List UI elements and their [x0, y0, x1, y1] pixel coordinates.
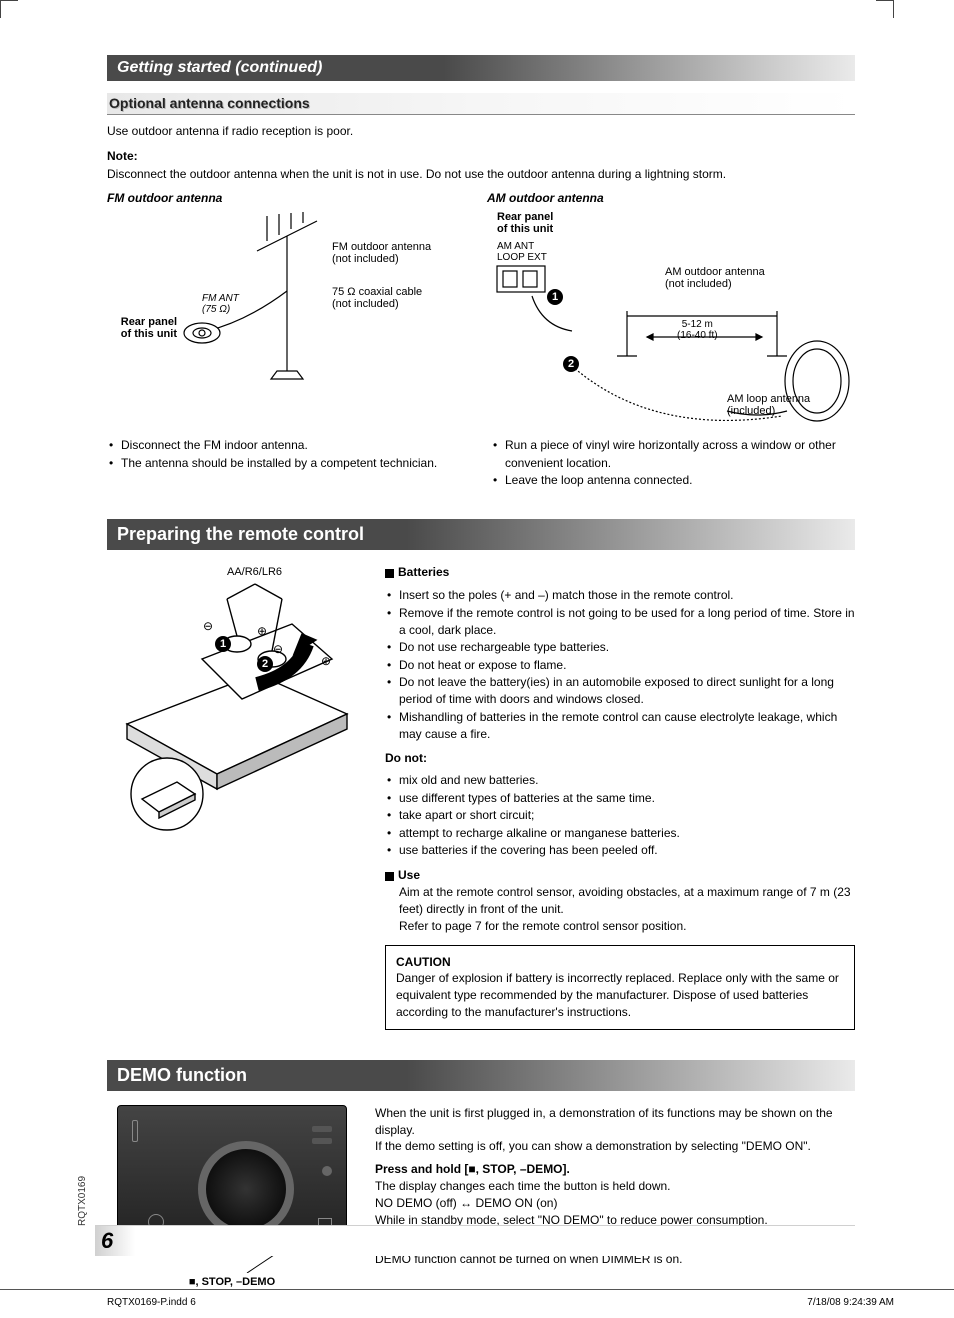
- am-loop-label: AM loop antenna(included): [727, 393, 810, 417]
- list-item: The antenna should be installed by a com…: [109, 455, 471, 472]
- use-text-2: Refer to page 7 for the remote control s…: [385, 918, 855, 935]
- remote-row: AA/R6/LR6 1 2 ⊖ ⊕ ⊖ ⊕ Batteries Insert s…: [107, 564, 855, 1029]
- am-heading: AM outdoor antenna: [487, 191, 867, 205]
- antenna-bullets-row: Disconnect the FM indoor antenna. The an…: [107, 431, 855, 489]
- am-diagram: Rear panelof this unit AM ANTLOOP EXT AM…: [487, 211, 867, 431]
- list-item: use batteries if the covering has been p…: [387, 842, 855, 859]
- fm-rear-panel-label: Rear panelof this unit: [107, 316, 177, 340]
- list-item: Disconnect the FM indoor antenna.: [109, 437, 471, 454]
- demo-press-heading: Press and hold [■, STOP, –DEMO].: [375, 1161, 855, 1178]
- use-text-1: Aim at the remote control sensor, avoidi…: [385, 884, 855, 918]
- list-item: Insert so the poles (+ and –) match thos…: [387, 587, 855, 604]
- note-label: Note:: [107, 149, 138, 163]
- note-block: Note: Disconnect the outdoor antenna whe…: [107, 148, 855, 183]
- list-item: Do not use rechargeable type batteries.: [387, 639, 855, 656]
- list-item: use different types of batteries at the …: [387, 790, 855, 807]
- stereo-icon: [117, 1105, 347, 1245]
- minus-icon: ⊖: [203, 619, 213, 633]
- plus-icon: ⊕: [321, 654, 331, 668]
- demo-p1: When the unit is first plugged in, a dem…: [375, 1105, 855, 1139]
- batteries-bullets: Insert so the poles (+ and –) match thos…: [385, 587, 855, 744]
- demo-p3: The display changes each time the button…: [375, 1178, 855, 1195]
- am-rear-panel-label: Rear panelof this unit: [497, 211, 553, 235]
- fm-column: FM outdoor antenna: [107, 191, 467, 431]
- list-item: Do not heat or expose to flame.: [387, 657, 855, 674]
- intro-text: Use outdoor antenna if radio reception i…: [107, 123, 855, 140]
- list-item: Do not leave the battery(ies) in an auto…: [387, 674, 855, 709]
- caution-text: Danger of explosion if battery is incorr…: [396, 971, 839, 1019]
- fm-bullets: Disconnect the FM indoor antenna. The an…: [107, 437, 471, 472]
- demo-button-caption: ■, STOP, –DEMO: [107, 1276, 357, 1288]
- caution-box: CAUTION Danger of explosion if battery i…: [385, 945, 855, 1030]
- fm-port-label: FM ANT(75 Ω): [202, 293, 239, 315]
- demo-diagram: ■, STOP, –DEMO: [107, 1105, 357, 1288]
- footer-divider: [0, 1289, 954, 1290]
- side-code: RQTX0169: [77, 1176, 88, 1226]
- am-column: AM outdoor antenna: [487, 191, 867, 431]
- list-item: attempt to recharge alkaline or manganes…: [387, 825, 855, 842]
- list-item: Leave the loop antenna connected.: [493, 472, 855, 489]
- footer-filename: RQTX0169-P.indd 6: [107, 1297, 196, 1308]
- list-item: Remove if the remote control is not goin…: [387, 605, 855, 640]
- use-heading: Use: [385, 867, 855, 884]
- am-port-label: AM ANTLOOP EXT: [497, 241, 547, 263]
- am-distance-label: 5-12 m(16-40 ft): [677, 319, 718, 341]
- donot-bullets: mix old and new batteries. use different…: [385, 772, 855, 859]
- demo-row: ■, STOP, –DEMO When the unit is first pl…: [107, 1105, 855, 1288]
- footer-timestamp: 7/18/08 9:24:39 AM: [807, 1297, 894, 1308]
- section-remote-title: Preparing the remote control: [107, 519, 855, 550]
- demo-p4: NO DEMO (off) ↔ DEMO ON (on): [375, 1195, 855, 1212]
- header-bar: Getting started (continued): [107, 55, 855, 81]
- fm-diagram: FM outdoor antenna(not included) 75 Ω co…: [107, 211, 467, 431]
- section-demo-title: DEMO function: [107, 1060, 855, 1091]
- donot-heading: Do not:: [385, 750, 855, 767]
- am-outdoor-label: AM outdoor antenna(not included): [665, 266, 765, 290]
- page-content: Getting started (continued) Optional ant…: [107, 55, 855, 1288]
- batteries-heading: Batteries: [385, 564, 855, 581]
- minus-icon: ⊖: [273, 642, 283, 656]
- battery-type-label: AA/R6/LR6: [227, 566, 282, 578]
- fm-antenna-label: FM outdoor antenna(not included): [332, 241, 431, 265]
- list-item: take apart or short circuit;: [387, 807, 855, 824]
- am-bullets: Run a piece of vinyl wire horizontally a…: [491, 437, 855, 489]
- note-text: Disconnect the outdoor antenna when the …: [107, 167, 726, 181]
- fm-heading: FM outdoor antenna: [107, 191, 467, 205]
- list-item: mix old and new batteries.: [387, 772, 855, 789]
- antenna-columns: FM outdoor antenna: [107, 191, 855, 431]
- plus-icon: ⊕: [257, 624, 267, 638]
- remote-diagram: AA/R6/LR6 1 2 ⊖ ⊕ ⊖ ⊕: [107, 564, 367, 834]
- remote-text-col: Batteries Insert so the poles (+ and –) …: [385, 564, 855, 1029]
- list-item: Run a piece of vinyl wire horizontally a…: [493, 437, 855, 472]
- list-item: Mishandling of batteries in the remote c…: [387, 709, 855, 744]
- subheading-optional-antenna: Optional antenna connections: [107, 93, 855, 115]
- caution-heading: CAUTION: [396, 955, 451, 969]
- page-number: 6: [95, 1225, 855, 1256]
- fm-coax-label: 75 Ω coaxial cable(not included): [332, 286, 422, 310]
- demo-p2: If the demo setting is off, you can show…: [375, 1138, 855, 1155]
- demo-text-col: When the unit is first plugged in, a dem…: [375, 1105, 855, 1288]
